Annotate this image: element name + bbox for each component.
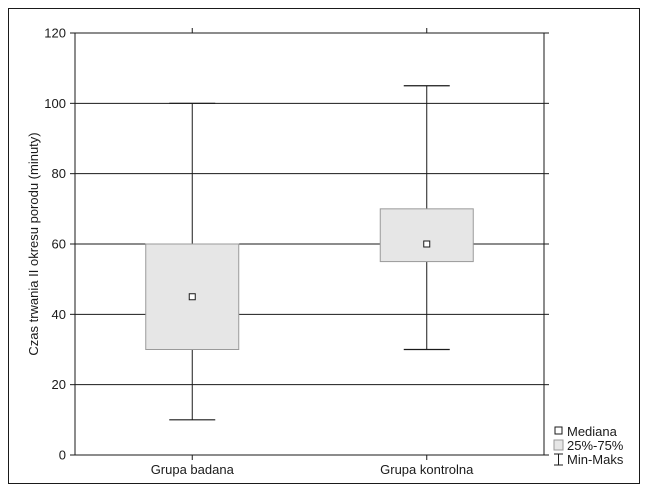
legend-item-whisker: Min-Maks [554, 452, 624, 467]
median-marker [423, 240, 431, 248]
x-axis-ticks: Grupa badana Grupa kontrolna [151, 28, 474, 477]
y-tick-label-80: 80 [52, 166, 66, 181]
y-tick-label-100: 100 [44, 96, 66, 111]
legend-item-median: Mediana [554, 424, 618, 439]
x-tick-label-1: Grupa badana [151, 462, 235, 477]
legend-box-symbol [553, 439, 564, 451]
y-tick-label-120: 120 [44, 26, 66, 41]
y-tick-label-40: 40 [52, 307, 66, 322]
y-axis-label: Czas trwania II okresu porodu (minuty) [26, 132, 41, 355]
chart-frame [8, 8, 640, 484]
y-tick-label-20: 20 [52, 377, 66, 392]
y-tick-label-0: 0 [59, 448, 66, 463]
boxes [145, 85, 474, 421]
x-tick-label-2: Grupa kontrolna [380, 462, 474, 477]
median-marker [188, 293, 196, 301]
legend-label-median: Mediana [567, 424, 618, 439]
box-1 [145, 102, 240, 421]
legend-label-box: 25%-75% [567, 438, 624, 453]
legend-label-whisker: Min-Maks [567, 452, 624, 467]
box-2 [379, 85, 474, 351]
legend-item-box: 25%-75% [553, 438, 624, 453]
y-axis-ticks: 0 20 40 60 80 100 120 [44, 26, 549, 463]
plot-area-border [74, 32, 545, 456]
y-tick-label-60: 60 [52, 237, 66, 252]
iqr-box [379, 208, 474, 263]
legend-median-symbol [554, 426, 563, 435]
